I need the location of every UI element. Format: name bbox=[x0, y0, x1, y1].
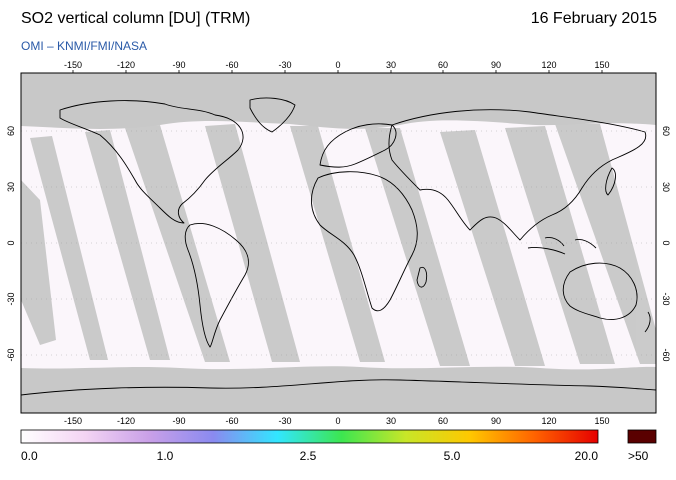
lon-label-bottom: 90 bbox=[491, 416, 501, 426]
lon-label-bottom: 150 bbox=[594, 416, 609, 426]
lon-label-top: -60 bbox=[225, 60, 238, 70]
lat-label-right: -30 bbox=[661, 292, 671, 305]
lon-label-bottom: 30 bbox=[386, 416, 396, 426]
land-outlines bbox=[21, 97, 656, 396]
colorbar-label: 20.0 bbox=[574, 449, 598, 463]
lat-label-left: -60 bbox=[6, 348, 16, 361]
lat-label-left: 30 bbox=[6, 182, 16, 192]
orbit-gap-swaths bbox=[21, 124, 656, 366]
lon-labels-bottom: -150 -120 -90 -60 -30 0 30 60 90 120 150 bbox=[64, 416, 610, 426]
lon-label-top: 60 bbox=[438, 60, 448, 70]
lon-label-top: -90 bbox=[172, 60, 185, 70]
arctic-no-data bbox=[21, 73, 656, 129]
map-title: SO2 vertical column [DU] (TRM) bbox=[21, 10, 251, 27]
map-frame bbox=[20, 72, 657, 414]
lat-labels-right: 60 30 0 -30 -60 bbox=[661, 126, 671, 362]
colorbar-label: 5.0 bbox=[443, 449, 461, 463]
colorbar bbox=[20, 429, 599, 444]
lon-label-bottom: -60 bbox=[225, 416, 238, 426]
frame-ticks bbox=[72, 70, 603, 73]
data-credit: OMI – KNMI/FMI/NASA bbox=[21, 39, 148, 53]
lon-label-bottom: -90 bbox=[172, 416, 185, 426]
lon-label-top: 90 bbox=[491, 60, 501, 70]
colorbar-overflow-swatch bbox=[627, 429, 657, 444]
lon-label-top: 120 bbox=[541, 60, 556, 70]
lat-label-right: 0 bbox=[661, 240, 671, 245]
lat-label-right: -60 bbox=[661, 348, 671, 361]
lon-label-top: 150 bbox=[594, 60, 609, 70]
lon-labels-top: -150 -120 -90 -60 -30 0 30 60 90 120 150 bbox=[64, 60, 610, 70]
lon-label-top: 0 bbox=[335, 60, 340, 70]
grid-lines bbox=[21, 130, 656, 356]
lat-labels-left: 60 30 0 -30 -60 bbox=[6, 126, 16, 362]
lon-label-top: -120 bbox=[117, 60, 135, 70]
lon-label-bottom: -150 bbox=[64, 416, 82, 426]
lat-label-right: 60 bbox=[661, 126, 671, 136]
lon-label-bottom: 0 bbox=[335, 416, 340, 426]
lon-label-bottom: 120 bbox=[541, 416, 556, 426]
lat-label-left: 60 bbox=[6, 126, 16, 136]
lon-label-top: -150 bbox=[64, 60, 82, 70]
lon-label-bottom: -30 bbox=[278, 416, 291, 426]
map-canvas bbox=[21, 73, 656, 413]
lon-label-top: -30 bbox=[278, 60, 291, 70]
lat-label-left: -30 bbox=[6, 292, 16, 305]
lat-label-left: 0 bbox=[6, 240, 16, 245]
antarctic-no-data bbox=[21, 366, 656, 413]
colorbar-label: 0.0 bbox=[21, 449, 38, 463]
colorbar-label: 1.0 bbox=[156, 449, 174, 463]
lon-label-bottom: 60 bbox=[438, 416, 448, 426]
lon-label-bottom: -120 bbox=[117, 416, 135, 426]
lon-label-top: 30 bbox=[386, 60, 396, 70]
lat-label-right: 30 bbox=[661, 182, 671, 192]
colorbar-overflow-label: >50 bbox=[628, 449, 649, 463]
map-date: 16 February 2015 bbox=[530, 10, 657, 27]
colorbar-label: 2.5 bbox=[299, 449, 317, 463]
